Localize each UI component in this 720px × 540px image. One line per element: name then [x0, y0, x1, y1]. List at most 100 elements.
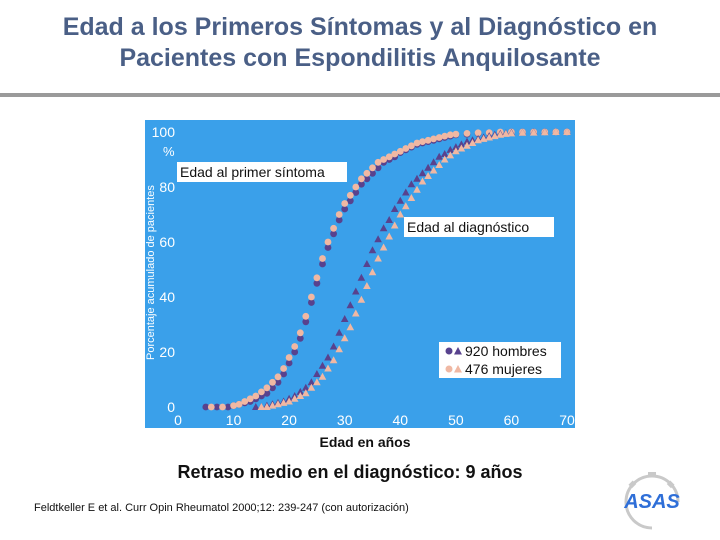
series-2-point-37	[457, 140, 466, 148]
series-1-point-0	[207, 403, 215, 411]
series-0-point-9	[263, 389, 271, 397]
series-1-point-43	[463, 130, 471, 137]
legend-men-label: 920 hombres	[465, 343, 547, 359]
series-1-point-31	[391, 150, 399, 158]
series-3-point-40	[479, 134, 488, 142]
series-1-point-18	[319, 255, 326, 262]
series-3-point-16	[346, 323, 355, 331]
x-tick-label-7: 70	[559, 412, 575, 428]
series-1-point-39	[435, 134, 443, 141]
title-divider	[0, 93, 720, 97]
series-3-point-37	[463, 141, 471, 149]
series-2-point-17	[346, 301, 355, 309]
series-3-point-2	[268, 401, 277, 409]
series-1-point-34	[408, 142, 415, 150]
series-3-point-41	[485, 133, 493, 141]
series-3-point-0	[257, 403, 266, 410]
series-1-point-13	[291, 343, 299, 350]
series-3-point-24	[390, 221, 399, 229]
series-2-point-24	[385, 216, 393, 223]
series-1-point-15	[302, 312, 310, 320]
series-1-point-2	[230, 402, 237, 409]
series-3-point-42	[491, 132, 499, 140]
annotation-diagnosis-text: Edad al diagnóstico	[407, 219, 529, 235]
series-3-point-5	[285, 397, 293, 405]
series-3-point-49	[552, 128, 560, 135]
citation: Feldtkeller E et al. Curr Opin Rheumatol…	[34, 502, 409, 514]
series-2-point-13	[324, 353, 332, 361]
series-1-point-33	[402, 145, 410, 152]
series-1-point-5	[246, 395, 254, 403]
slide-title: Edad a los Primeros Síntomas y al Diagnó…	[0, 12, 720, 74]
series-3-point-48	[541, 128, 549, 136]
series-3-point-11	[318, 372, 327, 380]
series-3-point-35	[452, 147, 460, 155]
series-0-point-23	[341, 205, 349, 213]
series-2-point-19	[357, 273, 366, 281]
series-0-point-25	[352, 189, 360, 196]
series-1-point-20	[330, 224, 337, 232]
series-3-point-27	[407, 194, 416, 201]
x-tick-label-3: 30	[337, 412, 353, 428]
series-2-point-34	[440, 150, 449, 157]
series-1-point-28	[374, 158, 382, 166]
series-0-point-22	[335, 216, 343, 224]
series-2-point-0	[252, 403, 260, 410]
series-3-point-34	[446, 151, 455, 159]
legend-men-triangle	[454, 347, 462, 355]
series-2-point-25	[390, 205, 399, 212]
series-2-point-12	[318, 361, 327, 369]
series-1-point-27	[369, 164, 376, 172]
annotation-first-symptom: Edad al primer síntoma	[177, 162, 347, 182]
data-points	[202, 128, 571, 411]
series-3-point-36	[457, 144, 466, 152]
series-3-point-7	[296, 392, 305, 399]
legend-women-circle	[445, 365, 453, 373]
y-tick-label-0: 0	[167, 399, 175, 415]
series-3-point-13	[329, 356, 338, 364]
series-3-point-45	[507, 129, 516, 137]
tick-labels: 0 10 20 30 40 50 60 70 0 20 40 60 80 100	[152, 124, 575, 428]
series-2-point-8	[296, 387, 305, 395]
y-tick-label-5: 100	[152, 124, 176, 140]
series-0-point-21	[330, 230, 337, 238]
legend: 920 hombres 476 mujeres	[439, 342, 561, 378]
annotation-first-symptom-text: Edad al primer síntoma	[180, 164, 325, 180]
asas-logo: ASAS	[623, 472, 680, 530]
series-3-point-28	[413, 185, 421, 193]
cumulative-age-chart: 0 10 20 30 40 50 60 70 0 20 40 60 80 100 % Porcentaje…	[145, 120, 575, 428]
series-2-point-33	[435, 152, 443, 160]
y-tick-label-3: 60	[159, 234, 175, 250]
series-1-point-1	[219, 403, 226, 411]
series-1-point-17	[313, 274, 321, 282]
x-tick-label-5: 50	[448, 412, 464, 428]
series-1-point-26	[363, 169, 371, 177]
series-3-point-31	[429, 166, 438, 174]
series-3-point-43	[496, 130, 505, 138]
x-tick-label-6: 60	[504, 412, 520, 428]
series-0-point-17	[308, 299, 315, 306]
series-0-point-20	[324, 244, 332, 251]
series-2-point-30	[418, 169, 427, 177]
series-1-point-3	[235, 400, 243, 408]
series-2-point-23	[379, 224, 388, 232]
series-2-point-16	[340, 315, 349, 322]
series-2-point-22	[374, 235, 382, 243]
series-0-point-16	[302, 318, 310, 326]
series-3-point-18	[357, 295, 366, 303]
series-0-point-13	[285, 359, 293, 367]
series-2-point-21	[368, 246, 377, 254]
series-2-point-20	[363, 260, 371, 267]
series-3-point-23	[385, 232, 393, 240]
series-2-point-36	[452, 143, 460, 151]
series-0-point-15	[296, 334, 304, 342]
series-0-point-1	[213, 403, 221, 411]
y-tick-label-2: 40	[159, 289, 175, 305]
series-1-point-14	[296, 329, 304, 337]
series-3-point-29	[418, 177, 427, 185]
series-1-point-44	[474, 129, 482, 137]
series-1-point-23	[346, 191, 354, 199]
series-3-point-6	[290, 394, 299, 402]
series-1-point-38	[430, 135, 437, 143]
series-0-point-12	[280, 370, 287, 378]
